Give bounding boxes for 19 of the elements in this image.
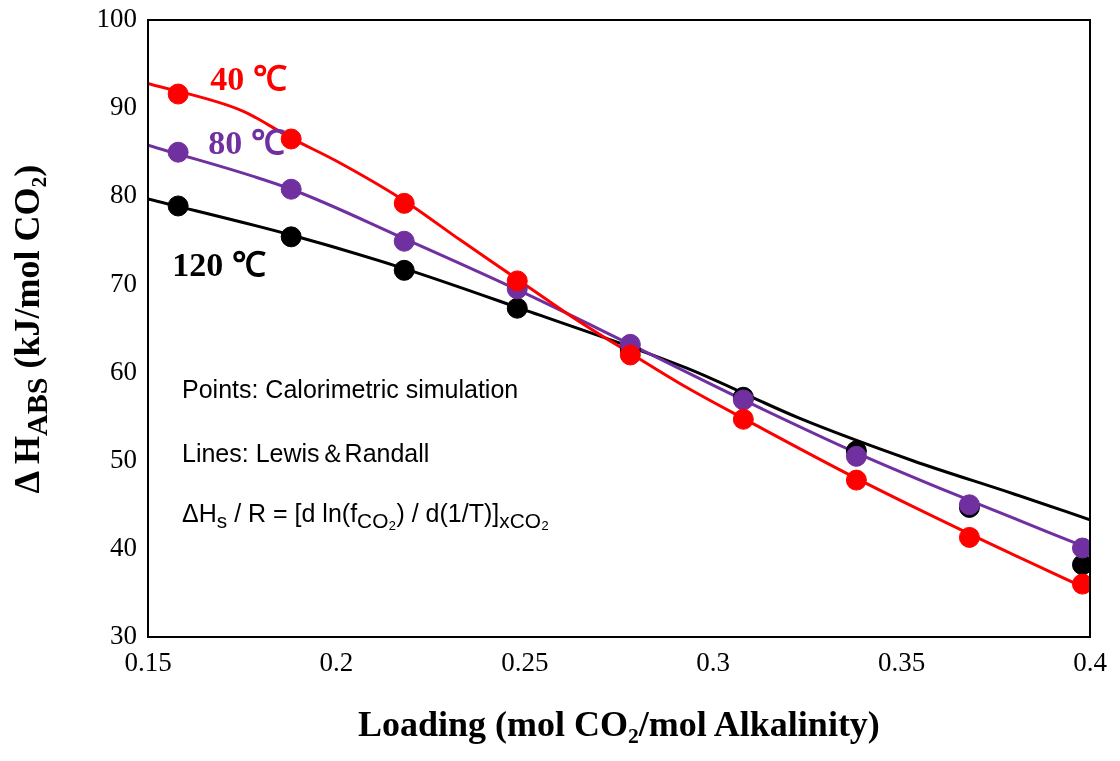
y-tick-label: 40 — [110, 531, 137, 562]
y-tick-label: 100 — [96, 3, 137, 34]
y-tick-label: 50 — [110, 443, 137, 474]
annotation: ΔH$_{s}$ / R = [d ln(f$_{CO₂}$) / d(1/T)]$_{xCO₂}$ — [182, 499, 549, 533]
series-label: 120 ℃ — [172, 244, 266, 285]
x-tick-label: 0.25 — [501, 647, 549, 678]
series-label: 40 ℃ — [210, 59, 287, 100]
x-tick-label: 0.3 — [696, 647, 731, 678]
annotation: Lines: Lewis＆Randall — [182, 438, 430, 469]
y-tick-label: 80 — [110, 179, 137, 210]
x-tick-label: 0.2 — [319, 647, 354, 678]
x-tick-label: 0.35 — [877, 647, 926, 678]
annotation: Points: Calorimetric simulation — [182, 375, 519, 404]
y-tick-label: 60 — [110, 355, 137, 386]
x-tick-label: 0.4 — [1073, 647, 1108, 678]
y-tick-label: 70 — [110, 267, 137, 298]
y-tick-label: 90 — [110, 91, 137, 122]
x-axis-title: Loading (mol CO₂/mol Alkalinity) — [358, 703, 880, 745]
series-label: 80 ℃ — [208, 123, 285, 164]
